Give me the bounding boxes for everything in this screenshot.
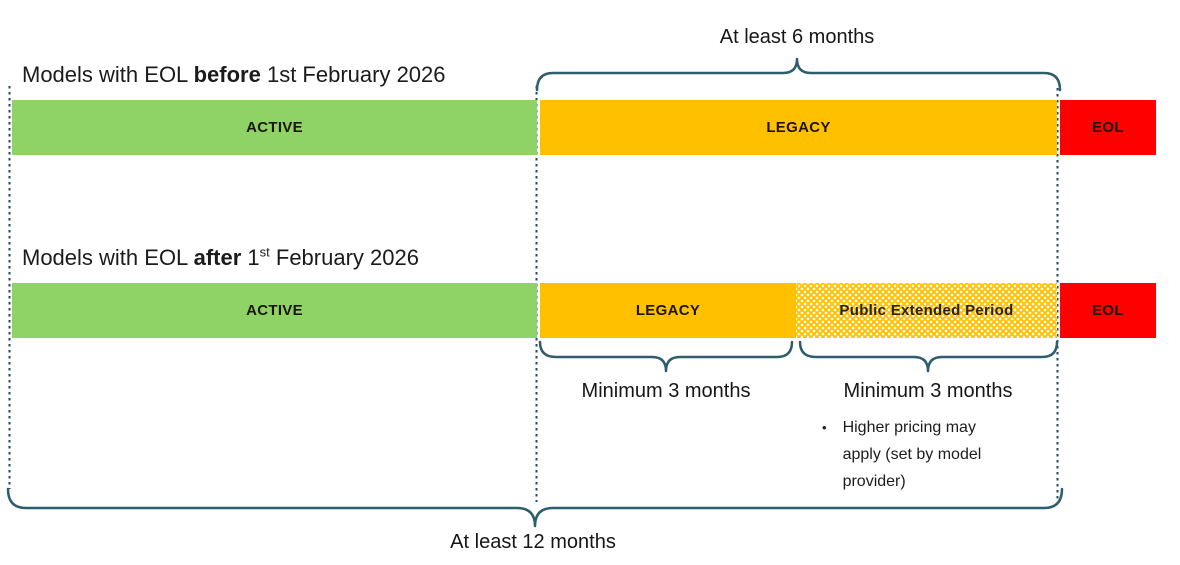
six-months-label: At least 6 months <box>719 26 875 48</box>
title-prefix: Models with EOL <box>22 245 194 270</box>
extended-period-note-text: Higher pricing may apply (set by model p… <box>842 419 982 490</box>
extended-min-brace <box>798 340 1059 373</box>
title-date-num: 1 <box>241 245 260 270</box>
title-bold-word: after <box>193 245 242 270</box>
segment-public-extended-period: Public Extended Period <box>796 283 1057 338</box>
segment-eol-before: EOL <box>1060 100 1156 155</box>
legacy-min-brace <box>538 340 794 373</box>
title-date-ordinal: st <box>259 244 270 260</box>
extended-min-label: Minimum 3 months <box>843 380 1013 402</box>
segment-legacy-before: LEGACY <box>540 100 1057 155</box>
title-date-rest: February 2026 <box>296 62 446 87</box>
timeline-after-title: Models with EOL after 1st February 2026 <box>22 245 419 271</box>
title-date-num: 1st <box>260 62 297 87</box>
legacy-min-label: Minimum 3 months <box>581 380 751 402</box>
segment-active-after: ACTIVE <box>12 283 537 338</box>
title-date-rest: February 2026 <box>269 245 419 270</box>
title-bold-word: before <box>193 62 261 87</box>
six-months-brace <box>535 57 1062 92</box>
bullet-icon: • <box>822 420 827 435</box>
segment-active-before: ACTIVE <box>12 100 537 155</box>
timeline-before-title: Models with EOL before 1st February 2026 <box>22 62 446 88</box>
segment-legacy-after: LEGACY <box>540 283 796 338</box>
twelve-months-label: At least 12 months <box>450 531 616 553</box>
extended-period-note: • Higher pricing may apply (set by model… <box>822 414 1015 495</box>
title-prefix: Models with EOL <box>22 62 194 87</box>
segment-eol-after: EOL <box>1060 283 1156 338</box>
